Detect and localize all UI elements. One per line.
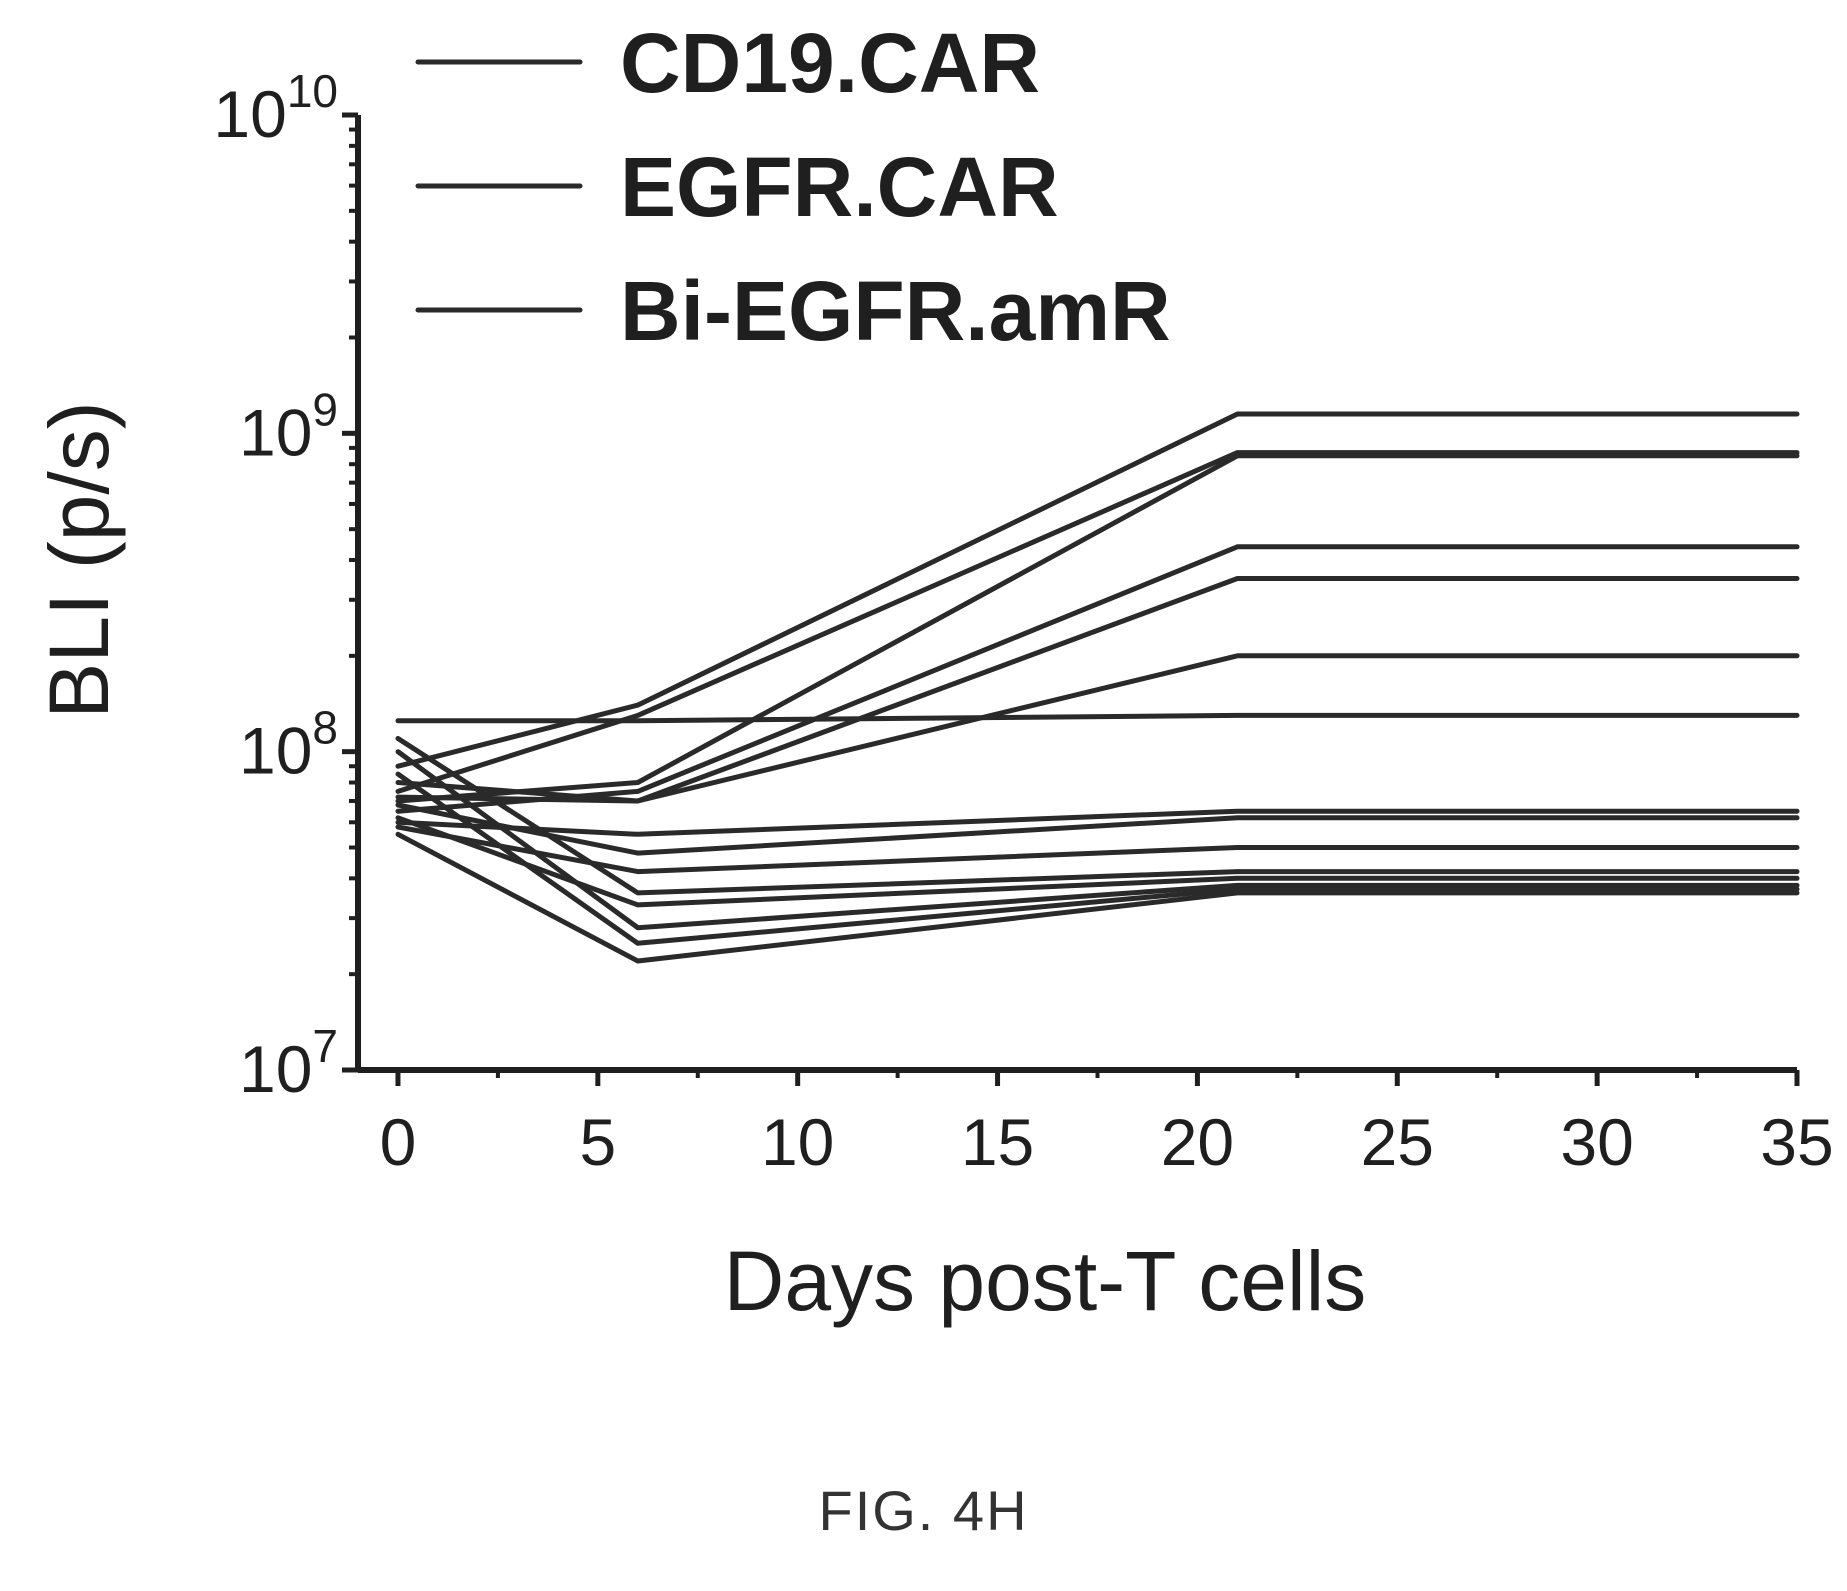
x-tick-label: 35	[1760, 1105, 1833, 1179]
x-tick-label: 15	[961, 1105, 1034, 1179]
legend: CD19.CAR EGFR.CAR Bi-EGFR.amR	[415, 16, 1171, 358]
y-tick-label: 1010	[213, 65, 338, 151]
y-tick-label: 108	[239, 702, 338, 788]
x-tick-label: 10	[761, 1105, 834, 1179]
series-line-5	[395, 576, 1800, 804]
series-line-6	[395, 653, 1800, 804]
figure-caption: FIG. 4H	[818, 1479, 1029, 1542]
series-line-10	[395, 824, 1800, 875]
y-axis-title: BLI (p/s)	[32, 401, 126, 718]
series-line-8	[395, 808, 1800, 837]
y-tick-label: 107	[239, 1020, 338, 1106]
series-line-13	[395, 749, 1800, 931]
series-line-7	[395, 712, 1800, 724]
y-tick-label: 109	[239, 383, 338, 469]
x-tick-label: 0	[380, 1105, 417, 1179]
x-tick-label: 30	[1560, 1105, 1633, 1179]
series-line-4	[395, 544, 1800, 814]
tick-labels: 107 108 109 1010 0 5 10 15 20 25 30 35	[213, 65, 1833, 1179]
legend-label: EGFR.CAR	[620, 140, 1059, 234]
series-line-9	[395, 802, 1800, 856]
x-axis-title: Days post-T cells	[724, 1234, 1367, 1328]
x-tick-label: 20	[1161, 1105, 1234, 1179]
series-line-11	[395, 736, 1800, 896]
legend-label: CD19.CAR	[620, 16, 1040, 110]
axes-layer	[342, 112, 1800, 1086]
series-line-15	[395, 831, 1800, 964]
legend-label: Bi-EGFR.amR	[620, 264, 1171, 358]
x-tick-label: 25	[1361, 1105, 1434, 1179]
series-line-1	[395, 411, 1800, 769]
series-line-14	[395, 771, 1800, 946]
x-tick-label: 5	[579, 1105, 616, 1179]
series-layer	[395, 411, 1800, 964]
series-line-2	[395, 450, 1800, 794]
